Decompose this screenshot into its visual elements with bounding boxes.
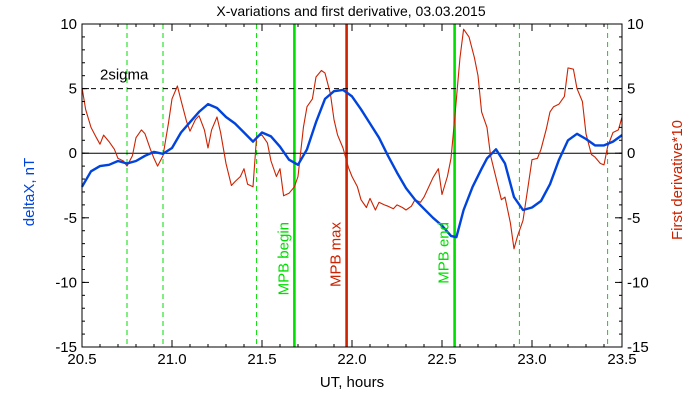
y-tick-label-left: -5 <box>64 210 77 227</box>
y-axis-label-left: deltaX, nT <box>21 158 38 226</box>
marker-label-mpb-max: MPB max <box>328 222 345 288</box>
deltax-series-line <box>80 88 623 239</box>
y-tick-label-left: -10 <box>55 274 77 291</box>
x-tick-label: 23.5 <box>607 351 636 368</box>
chart-title: X-variations and first derivative, 03.03… <box>216 3 485 19</box>
x-tick-label: 21.5 <box>247 351 276 368</box>
zero-layer: 2sigma <box>82 67 622 154</box>
y-tick-label-right: -15 <box>627 339 649 356</box>
marker-label-mpb-end: MPB end <box>436 222 453 284</box>
x-axis-label: UT, hours <box>320 374 384 391</box>
series-layer <box>80 28 623 250</box>
x-tick-label: 23.0 <box>517 351 546 368</box>
derivative-series-line <box>81 28 623 250</box>
marker-label-mpb-begin: MPB begin <box>275 222 292 295</box>
y-tick-label-right: -10 <box>627 274 649 291</box>
y-tick-label-left: 0 <box>69 145 77 162</box>
marker-labels-layer: MPB begin MPB max MPB end <box>275 222 452 296</box>
threshold-label: 2sigma <box>100 67 149 84</box>
y-tick-label-left: -15 <box>55 339 77 356</box>
y-tick-label-right: 10 <box>627 16 644 33</box>
y-axis-label-right: First derivative*10 <box>669 120 686 240</box>
y-tick-label-right: 5 <box>627 81 635 98</box>
x-tick-label: 22.5 <box>427 351 456 368</box>
y-tick-label-left: 10 <box>60 16 77 33</box>
x-tick-label: 22.0 <box>337 351 366 368</box>
x-tick-label: 20.5 <box>67 351 96 368</box>
y-tick-label-left: 5 <box>69 81 77 98</box>
y-tick-label-right: 0 <box>627 145 635 162</box>
axes-layer: 20.5 21.0 21.5 22.0 22.5 23.0 23.5-15 -15-10 -10… <box>55 16 648 368</box>
x-tick-label: 21.0 <box>157 351 186 368</box>
markers-layer <box>126 24 609 347</box>
y-tick-label-right: -5 <box>627 210 640 227</box>
